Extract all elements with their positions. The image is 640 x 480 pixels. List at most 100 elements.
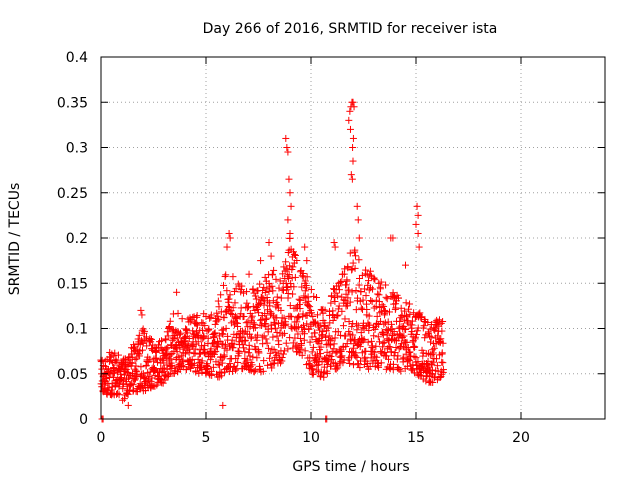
data-point [342, 332, 350, 340]
data-point [311, 329, 319, 337]
data-point [219, 354, 227, 362]
data-point [364, 338, 372, 346]
data-point [280, 263, 288, 271]
data-point [122, 365, 130, 373]
data-point [280, 286, 288, 294]
data-point [285, 275, 293, 283]
data-point [406, 310, 414, 318]
data-point [277, 306, 285, 314]
data-point [345, 318, 353, 326]
data-point [308, 348, 316, 356]
data-point [402, 299, 410, 307]
data-point [268, 364, 276, 372]
data-point [190, 359, 198, 367]
data-point [243, 356, 251, 364]
data-point [207, 345, 215, 353]
data-point [251, 366, 259, 374]
data-point [383, 295, 391, 303]
data-point [268, 325, 276, 333]
data-point [187, 361, 195, 369]
data-point [211, 320, 219, 328]
data-point [427, 338, 435, 346]
data-point [416, 309, 424, 317]
data-point [356, 343, 364, 351]
data-point [279, 350, 287, 358]
data-point [434, 332, 442, 340]
data-point [404, 357, 412, 365]
data-point [211, 348, 219, 356]
data-point [249, 285, 257, 293]
data-point [132, 362, 140, 370]
data-point [228, 311, 236, 319]
data-point [178, 315, 186, 323]
data-point [147, 377, 155, 385]
data-point [243, 288, 251, 296]
data-point [335, 286, 343, 294]
data-point [309, 312, 317, 320]
data-point [217, 291, 225, 299]
data-point [301, 287, 309, 295]
data-point [373, 353, 381, 361]
data-point [249, 353, 257, 361]
data-point [377, 359, 385, 367]
data-point [183, 329, 191, 337]
data-point [260, 283, 268, 291]
data-point [135, 331, 143, 339]
data-point [124, 401, 132, 409]
data-point [162, 336, 170, 344]
data-point [245, 270, 253, 278]
data-point [269, 271, 277, 279]
data-point [188, 342, 196, 350]
data-point [288, 313, 296, 321]
data-point [370, 332, 378, 340]
data-point [314, 323, 322, 331]
data-point [108, 383, 116, 391]
data-point [235, 349, 243, 357]
data-point [232, 319, 240, 327]
data-point [309, 343, 317, 351]
data-point [365, 312, 373, 320]
data-point [334, 305, 342, 313]
data-point [220, 352, 228, 360]
data-point [373, 312, 381, 320]
data-point [250, 368, 258, 376]
data-point [320, 322, 328, 330]
data-point [306, 303, 314, 311]
data-point [113, 358, 121, 366]
data-point [401, 325, 409, 333]
data-point [411, 343, 419, 351]
data-point [167, 355, 175, 363]
data-point [438, 349, 446, 357]
data-point [252, 295, 260, 303]
data-point [371, 325, 379, 333]
data-point [437, 335, 445, 343]
data-point [351, 246, 359, 254]
data-point [348, 323, 356, 331]
data-point [245, 345, 253, 353]
data-point [127, 380, 135, 388]
data-point [352, 287, 360, 295]
data-point [342, 281, 350, 289]
data-point [256, 299, 264, 307]
data-point [195, 369, 203, 377]
data-point [314, 361, 322, 369]
data-point [397, 367, 405, 375]
data-point [318, 332, 326, 340]
data-point [382, 293, 390, 301]
data-point [330, 294, 338, 302]
data-point [198, 319, 206, 327]
data-point [274, 320, 282, 328]
data-point [112, 356, 120, 364]
data-point [140, 327, 148, 335]
data-point [429, 349, 437, 357]
data-point [301, 277, 309, 285]
data-point [232, 285, 240, 293]
data-point [438, 327, 446, 335]
data-point [307, 309, 315, 317]
data-point [361, 353, 369, 361]
data-point [294, 323, 302, 331]
data-point [214, 312, 222, 320]
data-point [172, 345, 180, 353]
data-point [275, 284, 283, 292]
data-point [194, 355, 202, 363]
